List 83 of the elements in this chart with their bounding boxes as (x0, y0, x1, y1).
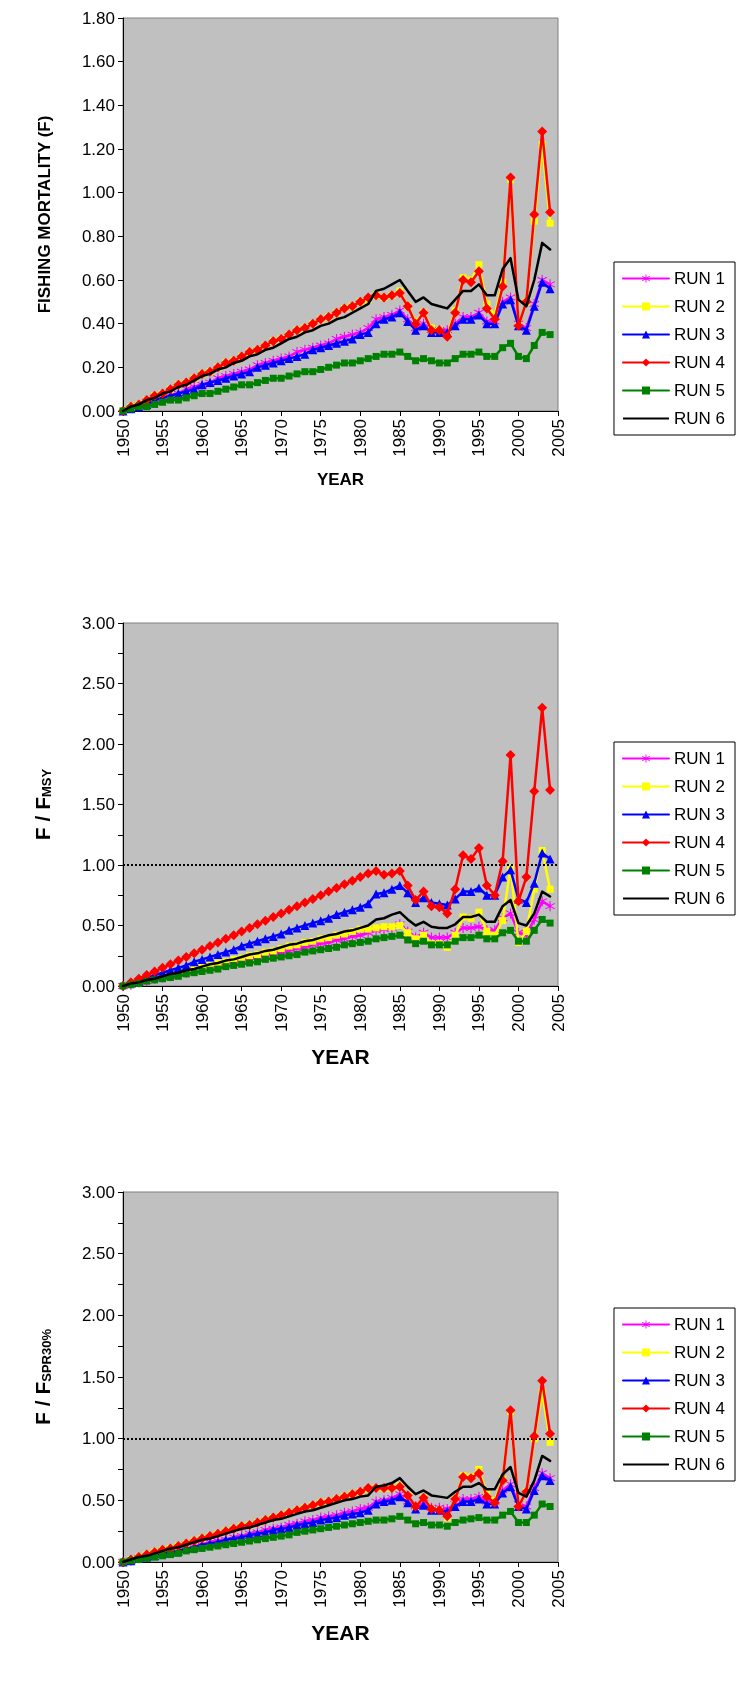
x-tick-label: 1990 (429, 419, 449, 457)
legend-label: RUN 4 (673, 833, 726, 852)
y-tick-label: 0.50 (81, 916, 115, 935)
legend-label: RUN 4 (673, 1399, 726, 1418)
x-tick-label: 1960 (192, 994, 212, 1032)
x-tick-label: 1985 (390, 419, 410, 457)
x-tick-label: 2000 (508, 1570, 528, 1608)
x-tick-label: 1960 (192, 1570, 212, 1608)
y-tick-label: 1.80 (81, 8, 115, 28)
y-tick-label: 1.60 (81, 52, 115, 72)
x-tick-label: 2005 (548, 1570, 568, 1608)
x-tick-label: 1975 (311, 994, 331, 1032)
y-tick-label: 1.40 (81, 95, 115, 115)
y-tick-label: 3.00 (81, 1182, 115, 1202)
y-tick-label: 1.00 (81, 855, 115, 875)
y-tick-label: 1.50 (81, 795, 115, 814)
legend-label: RUN 4 (673, 353, 726, 372)
x-tick-label: 1985 (390, 1570, 410, 1608)
x-tick-label: 1970 (271, 1570, 291, 1608)
x-tick-label: 1995 (469, 419, 489, 457)
legend-label: RUN 3 (673, 805, 726, 824)
x-tick-label: 1955 (153, 994, 173, 1032)
x-tick-label: 1995 (469, 994, 489, 1032)
y-tick-label: 1.00 (81, 1429, 115, 1449)
x-tick-label: 1950 (113, 994, 133, 1032)
y-tick-label: 0.40 (81, 314, 115, 334)
y-tick-label: 1.50 (81, 1367, 115, 1387)
y-tick-label: 0.20 (81, 357, 115, 377)
x-tick-label: 1965 (232, 419, 252, 457)
x-tick-label: 1980 (350, 419, 370, 457)
legend-label: RUN 3 (673, 325, 726, 344)
y-tick-label: 0.80 (81, 226, 115, 246)
legend-label: RUN 5 (673, 381, 726, 400)
x-tick-label: 2005 (548, 994, 568, 1032)
legend-label: RUN 2 (673, 777, 726, 796)
legend-label: RUN 5 (673, 1427, 726, 1446)
y-tick-label: 2.50 (81, 674, 115, 693)
y-tick-label: 2.50 (81, 1244, 115, 1264)
legend-label: RUN 1 (673, 1315, 726, 1334)
x-tick-label: 1980 (350, 994, 370, 1032)
x-axis-title: YEAR (316, 470, 365, 489)
x-tick-label: 1970 (271, 419, 291, 457)
legend-label: RUN 6 (673, 889, 726, 908)
x-tick-label: 2000 (508, 419, 528, 457)
legend-label: RUN 6 (673, 1455, 726, 1474)
y-tick-label: 2.00 (81, 734, 115, 754)
legend-label: RUN 2 (673, 1343, 726, 1362)
x-tick-label: 1975 (311, 1570, 331, 1608)
x-tick-label: 2000 (508, 994, 528, 1032)
y-axis-title: F / FMSY (31, 768, 54, 841)
x-tick-label: 1985 (390, 994, 410, 1032)
x-tick-label: 1950 (113, 1570, 133, 1608)
y-tick-label: 0.60 (81, 270, 115, 290)
x-tick-label: 1950 (113, 419, 133, 457)
x-tick-label: 1990 (429, 1570, 449, 1608)
legend-label: RUN 3 (673, 1371, 726, 1390)
legend-label: RUN 6 (673, 409, 726, 428)
x-axis-title: YEAR (311, 1621, 370, 1644)
legend-label: RUN 5 (673, 861, 726, 880)
x-tick-label: 2005 (548, 419, 568, 457)
y-tick-label: 1.00 (81, 183, 115, 203)
x-tick-label: 1990 (429, 994, 449, 1032)
x-tick-label: 1970 (271, 994, 291, 1032)
x-tick-label: 1975 (311, 419, 331, 457)
y-tick-label: 0.50 (81, 1490, 115, 1510)
x-tick-label: 1960 (192, 419, 212, 457)
y-tick-label: 3.00 (81, 613, 115, 633)
x-tick-label: 1955 (153, 419, 173, 457)
x-tick-label: 1955 (153, 1570, 173, 1608)
x-tick-label: 1965 (232, 1570, 252, 1608)
y-tick-label: 2.00 (81, 1305, 115, 1325)
x-tick-label: 1980 (350, 1570, 370, 1608)
y-tick-label: 0.00 (81, 1552, 115, 1572)
y-tick-label: 1.20 (81, 139, 115, 159)
y-axis-title: FISHING MORTALITY (F) (35, 115, 54, 314)
y-tick-label: 0.00 (81, 976, 115, 996)
x-tick-label: 1965 (232, 994, 252, 1032)
x-axis-title: YEAR (311, 1045, 370, 1068)
legend-label: RUN 1 (673, 269, 726, 288)
x-tick-label: 1995 (469, 1570, 489, 1608)
legend-label: RUN 2 (673, 297, 726, 316)
legend-label: RUN 1 (673, 749, 726, 768)
y-tick-label: 0.00 (81, 401, 115, 421)
